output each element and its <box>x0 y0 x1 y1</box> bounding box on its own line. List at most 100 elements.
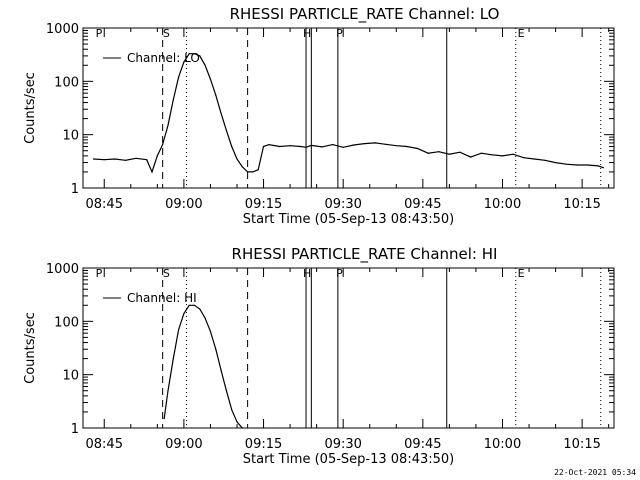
data-point <box>262 145 265 148</box>
data-point <box>406 145 408 148</box>
data-point <box>241 427 243 429</box>
marker-label: E <box>518 267 525 280</box>
x-tick-label: 10:15 <box>563 437 600 452</box>
data-point <box>342 146 344 148</box>
data-point <box>576 164 578 166</box>
data-point <box>215 348 217 350</box>
data-point <box>231 409 233 411</box>
data-point <box>220 112 222 114</box>
chart-panel-0: RHESSI PARTICLE_RATE Channel: LO 1 10 100 10… <box>23 5 615 227</box>
plot-frame <box>82 267 615 429</box>
data-point <box>512 153 514 155</box>
data-point <box>193 304 196 306</box>
data-point <box>204 317 206 319</box>
data-point <box>278 145 281 148</box>
y-axis-label: Counts/sec <box>23 72 38 144</box>
x-tick-label: 09:15 <box>245 197 282 212</box>
chart-panel-1: RHESSI PARTICLE_RATE Channel: HI 1 10 100 10… <box>23 245 615 467</box>
data-point <box>124 159 127 161</box>
data-point <box>241 166 243 168</box>
data-point <box>162 144 164 146</box>
data-point <box>363 143 365 145</box>
marker-label: P <box>336 27 343 40</box>
chart-title: RHESSI PARTICLE_RATE Channel: LO <box>230 5 500 24</box>
marker-label: S <box>163 267 170 280</box>
x-axis-label: Start Time (05-Sep-13 08:43:50) <box>243 212 454 227</box>
y-tick-label: 1000 <box>46 22 79 37</box>
data-point <box>416 147 419 150</box>
x-tick-label: 08:45 <box>86 197 123 212</box>
x-tick-label: 09:30 <box>324 437 361 452</box>
data-point <box>103 159 105 161</box>
data-point <box>586 164 589 166</box>
data-point <box>193 53 196 55</box>
data-point <box>332 144 334 146</box>
data-point <box>257 169 259 171</box>
data-point <box>597 165 599 167</box>
x-tick-label: 09:30 <box>324 197 361 212</box>
data-point <box>178 76 180 78</box>
data-point <box>459 151 461 153</box>
data-point <box>602 167 605 169</box>
legend-label: Channel: LO <box>127 51 200 65</box>
data-point <box>374 142 376 144</box>
data-point <box>209 78 211 80</box>
x-tick-label: 09:45 <box>404 197 441 212</box>
y-tick-label: 10 <box>62 369 79 384</box>
data-point <box>209 330 211 332</box>
data-point <box>491 154 493 156</box>
data-point <box>172 358 174 360</box>
marker-label: P <box>96 267 103 280</box>
data-point <box>225 390 227 392</box>
data-point <box>156 155 158 157</box>
x-tick-label: 10:15 <box>563 197 600 212</box>
data-point <box>215 94 217 96</box>
data-point <box>167 124 169 126</box>
data-point <box>544 159 546 161</box>
x-axis-label: Start Time (05-Sep-13 08:43:50) <box>243 452 454 467</box>
render-timestamp: 22-Oct-2021 05:34 <box>554 468 636 477</box>
y-tick-label: 100 <box>54 315 79 330</box>
chart-title: RHESSI PARTICLE_RATE Channel: HI <box>232 245 498 264</box>
y-tick-label: 100 <box>54 75 79 90</box>
data-point <box>252 171 254 173</box>
y-tick-label: 1 <box>71 182 79 197</box>
data-point <box>501 155 504 157</box>
series-line <box>93 53 604 174</box>
data-point <box>163 418 165 420</box>
x-tick-label: 09:00 <box>165 437 202 452</box>
x-tick-label: 09:00 <box>165 197 202 212</box>
data-point <box>310 144 312 146</box>
data-point <box>183 61 185 63</box>
data-point <box>236 158 238 160</box>
data-point <box>231 145 233 148</box>
data-point <box>183 312 185 315</box>
data-point <box>565 163 567 165</box>
data-point <box>172 99 174 101</box>
data-point <box>289 145 291 147</box>
y-tick-label: 1000 <box>46 262 79 277</box>
data-point <box>353 144 355 146</box>
data-point <box>167 390 169 392</box>
data-point <box>268 144 270 146</box>
x-tick-label: 09:15 <box>245 437 282 452</box>
data-point <box>427 152 429 154</box>
marker-label: H <box>303 27 311 40</box>
y-axis-label: Counts/sec <box>23 312 38 384</box>
data-point <box>93 158 95 160</box>
data-point <box>236 421 238 423</box>
data-point <box>188 53 190 55</box>
data-point <box>247 171 249 173</box>
y-tick-label: 1 <box>71 422 79 437</box>
legend-label: Channel: HI <box>127 291 197 305</box>
data-point <box>480 152 482 154</box>
data-point <box>188 304 190 306</box>
marker-label: P <box>96 27 103 40</box>
data-point <box>199 55 201 57</box>
data-point <box>225 129 227 131</box>
data-point <box>204 64 206 66</box>
data-point <box>146 159 148 161</box>
data-point <box>395 145 397 147</box>
data-point <box>321 146 323 148</box>
